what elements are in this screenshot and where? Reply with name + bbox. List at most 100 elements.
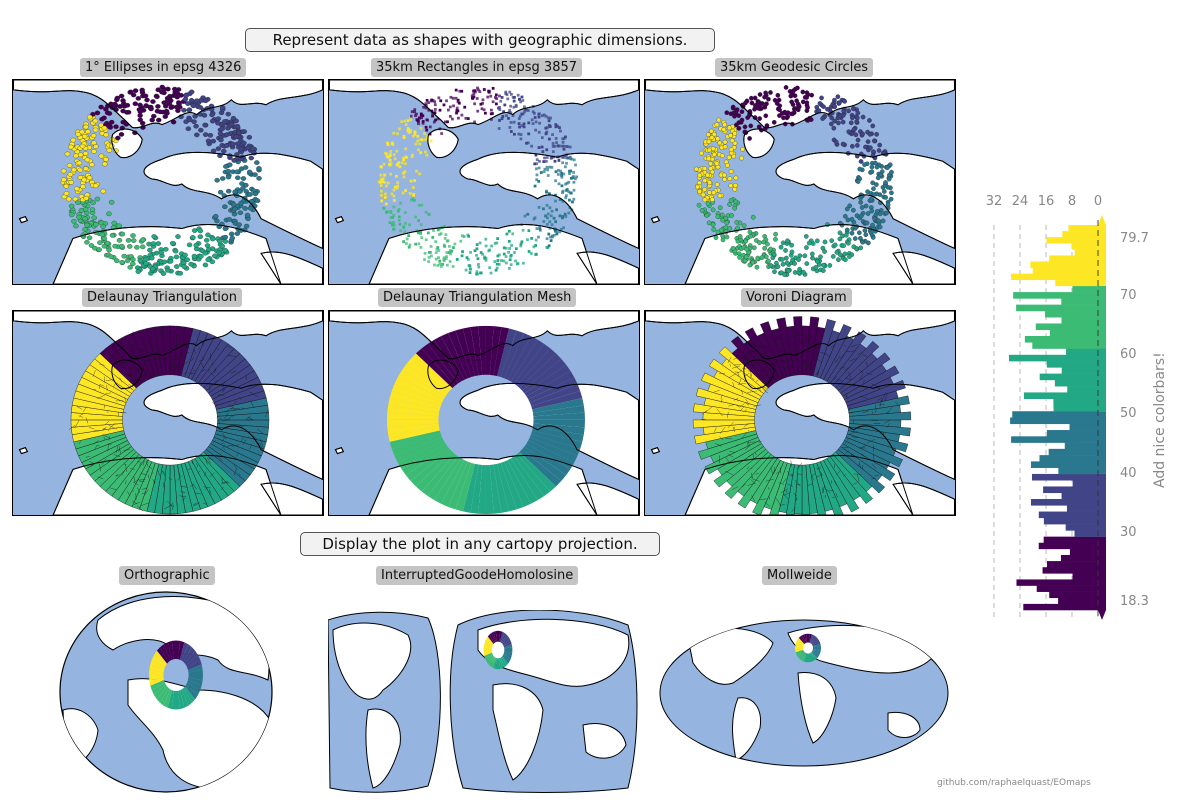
data-shape	[119, 243, 125, 249]
hist-bar	[1066, 348, 1098, 356]
map-panel-delaunay[interactable]	[12, 310, 324, 516]
mesh-edge	[791, 507, 796, 512]
mollweide-map[interactable]	[658, 618, 950, 768]
mesh-edge	[234, 464, 238, 470]
mesh-edge	[89, 427, 95, 429]
data-rect	[555, 141, 558, 145]
data-shape	[742, 124, 748, 130]
data-rect	[392, 153, 396, 157]
map-circles	[645, 80, 955, 284]
ring-cell	[167, 690, 175, 710]
mesh-edge	[141, 487, 148, 490]
mesh-edge	[124, 396, 126, 402]
panel-title-voronoi: Voroni Diagram	[741, 288, 852, 307]
orthographic-map[interactable]	[58, 590, 274, 794]
data-rect	[495, 262, 499, 266]
mesh-edge	[866, 372, 873, 376]
data-rect	[547, 232, 551, 236]
mesh-edge	[180, 491, 186, 493]
data-shape	[103, 132, 109, 138]
data-shape	[238, 146, 244, 152]
cbar-tick-60: 60	[1120, 347, 1137, 362]
data-rect	[399, 201, 402, 205]
data-shape	[241, 129, 247, 134]
ring-cell	[491, 631, 497, 643]
data-shape	[727, 176, 733, 182]
data-shape	[843, 257, 848, 262]
mesh-edge	[119, 448, 121, 454]
data-rect	[460, 234, 464, 238]
mesh-edge	[167, 363, 172, 369]
data-shape	[717, 193, 723, 199]
data-rect	[427, 255, 431, 259]
data-shape	[869, 169, 875, 175]
mesh-edge	[171, 504, 174, 511]
data-shape	[855, 115, 860, 121]
goode-map[interactable]	[328, 610, 640, 794]
data-shape	[202, 132, 209, 137]
map-panel-circles[interactable]	[644, 79, 956, 285]
data-rect	[421, 121, 425, 125]
data-rect	[556, 173, 560, 176]
mesh-edge	[140, 473, 147, 475]
mesh-edge	[93, 430, 100, 432]
data-shape	[874, 164, 880, 170]
data-shape	[732, 205, 737, 211]
data-shape	[89, 162, 95, 168]
data-shape	[222, 234, 229, 240]
data-rect	[460, 89, 464, 93]
data-rect	[477, 265, 481, 269]
mesh-edge	[99, 363, 105, 366]
mesh-cell	[801, 464, 811, 515]
map-panel-rectangles[interactable]	[328, 79, 640, 285]
mesh-edge	[76, 406, 82, 410]
mesh-edge	[743, 362, 745, 366]
data-rect	[567, 180, 571, 184]
data-shape	[239, 181, 245, 186]
mesh-cell	[391, 383, 443, 406]
data-rect	[499, 99, 503, 103]
data-shape	[840, 141, 846, 147]
data-shape	[169, 240, 176, 246]
ring-cell	[812, 649, 821, 655]
mesh-cell	[500, 461, 524, 510]
data-rect	[411, 186, 415, 189]
data-shape	[772, 269, 777, 274]
mesh-cell	[434, 458, 465, 504]
hist-bar	[1030, 461, 1098, 468]
mesh-edge	[820, 352, 827, 355]
mesh-edge	[839, 366, 846, 369]
data-shape	[234, 231, 241, 236]
data-shape	[191, 253, 198, 259]
mesh-edge	[168, 477, 172, 480]
ring-cell	[809, 652, 814, 662]
data-rect	[565, 161, 568, 165]
data-rect	[417, 122, 420, 126]
data-rect	[392, 131, 396, 135]
mesh-edge	[848, 372, 852, 378]
data-rect	[523, 110, 526, 114]
ring-cell	[150, 659, 165, 671]
mesh-cell	[701, 372, 760, 403]
map-panel-ellipses[interactable]	[12, 79, 324, 285]
data-rect	[569, 176, 573, 180]
map-panel-voronoi[interactable]	[644, 310, 956, 516]
data-shape	[737, 234, 743, 239]
data-shape	[876, 218, 881, 224]
data-rect	[494, 93, 498, 97]
data-shape	[850, 143, 855, 149]
mesh-edge	[786, 471, 790, 473]
credit-link[interactable]: github.com/raphaelquast/EOmaps	[937, 778, 1091, 788]
data-rect	[416, 139, 420, 143]
map-panel-mesh[interactable]	[328, 310, 640, 516]
data-rect	[379, 189, 383, 193]
data-shape	[77, 167, 83, 173]
data-shape	[134, 245, 140, 250]
ring-cell	[810, 635, 816, 644]
data-rect	[566, 156, 570, 160]
mesh-edge	[727, 453, 734, 458]
data-rect	[427, 101, 431, 105]
mesh-edge	[849, 433, 852, 435]
data-shape	[818, 254, 823, 260]
data-shape	[116, 238, 123, 243]
